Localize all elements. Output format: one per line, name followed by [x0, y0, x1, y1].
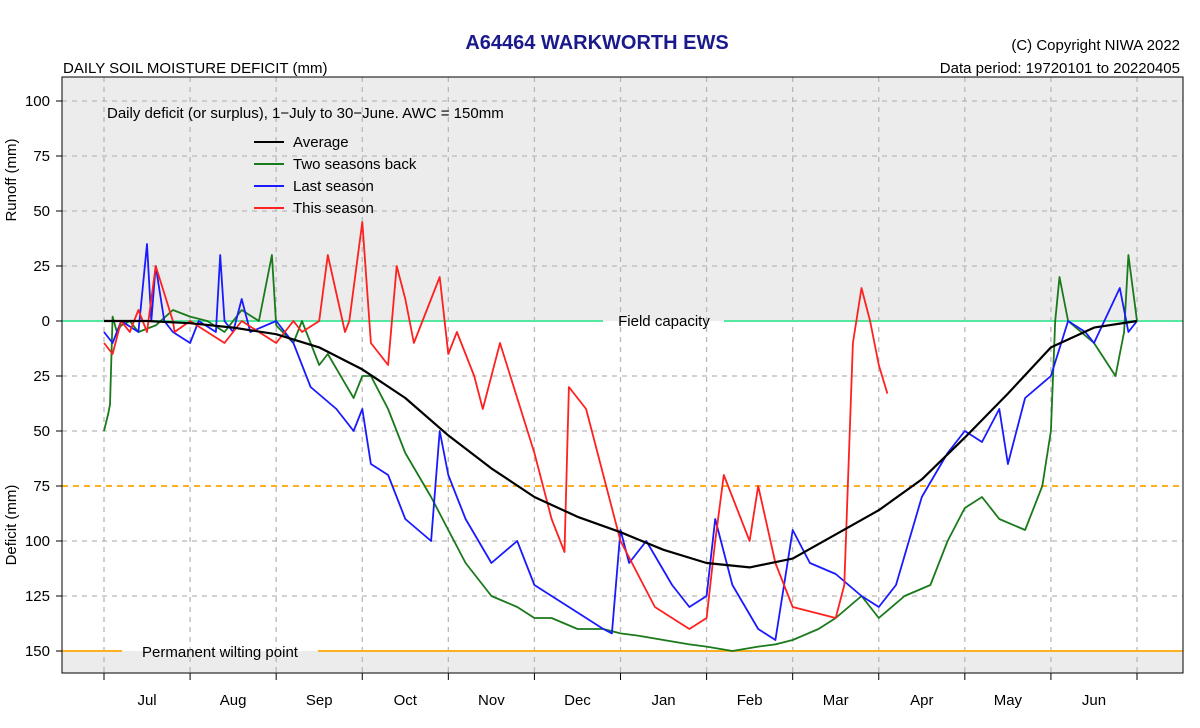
- wilting-point-label: Permanent wilting point: [142, 644, 299, 661]
- background-bands: [62, 77, 1183, 673]
- x-tick-label: Sep: [306, 692, 333, 709]
- series-line-this-season: [103, 221, 889, 630]
- chart-title: A64464 WARKWORTH EWS: [465, 32, 728, 54]
- axis-ticks: 100 75 50 25 0 25 50 75 100 125 150 Jul Aug Sep Oct Nov…: [25, 93, 1138, 709]
- y-tick-label: 75: [33, 148, 50, 165]
- series-line-two-seasons-back: [103, 254, 1138, 652]
- chart-note: Daily deficit (or surplus), 1−July to 30…: [107, 105, 504, 122]
- legend-label: Last season: [293, 178, 374, 195]
- y-tick-label: 150: [25, 643, 50, 660]
- x-tick-label: Jul: [137, 692, 156, 709]
- y-tick-label: 125: [25, 588, 50, 605]
- copyright-text: (C) Copyright NIWA 2022: [1011, 37, 1180, 54]
- y-label-deficit: Deficit (mm): [3, 485, 20, 566]
- legend-label: This season: [293, 200, 374, 217]
- x-tick-label: Feb: [737, 692, 763, 709]
- series-line-last-season: [103, 243, 1138, 641]
- data-period-text: Data period: 19720101 to 20220405: [940, 60, 1180, 77]
- x-tick-label: Nov: [478, 692, 505, 709]
- runoff-band: [62, 77, 1183, 321]
- x-tick-label: Jan: [651, 692, 675, 709]
- series-lines: [103, 221, 1138, 652]
- legend-label: Two seasons back: [293, 156, 417, 173]
- wilting-band: [62, 651, 1183, 673]
- y-tick-label: 0: [42, 313, 50, 330]
- y-tick-label: 100: [25, 533, 50, 550]
- y-tick-label: 25: [33, 258, 50, 275]
- legend-label: Average: [293, 134, 349, 151]
- y-tick-label: 25: [33, 368, 50, 385]
- x-tick-label: Apr: [910, 692, 933, 709]
- series-line-average: [104, 319, 1138, 569]
- x-tick-label: Aug: [220, 692, 247, 709]
- reference-lines: Field capacity Permanent wilting point: [62, 313, 1183, 661]
- y-tick-label: 50: [33, 203, 50, 220]
- x-tick-label: May: [994, 692, 1023, 709]
- y-label-runoff: Runoff (mm): [3, 138, 20, 221]
- field-capacity-label: Field capacity: [618, 313, 710, 330]
- x-tick-label: Oct: [394, 692, 418, 709]
- y-tick-label: 50: [33, 423, 50, 440]
- legend: Average Two seasons back Last season This s…: [254, 134, 417, 217]
- x-tick-label: Jun: [1082, 692, 1106, 709]
- chart-subtitle: DAILY SOIL MOISTURE DEFICIT (mm): [63, 60, 327, 77]
- x-tick-label: Dec: [564, 692, 591, 709]
- y-tick-label: 75: [33, 478, 50, 495]
- plot-frame: [61, 76, 1184, 674]
- x-tick-label: Mar: [823, 692, 849, 709]
- y-tick-label: 100: [25, 93, 50, 110]
